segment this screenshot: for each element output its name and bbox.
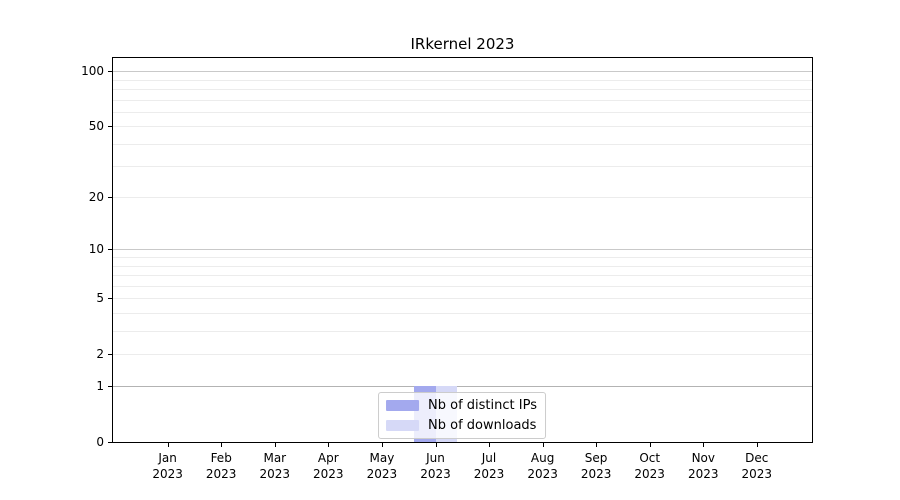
- x-tick-year: 2023: [580, 467, 612, 481]
- y-axis-tick: [108, 126, 112, 128]
- x-tick-label: Apr 2023: [300, 450, 356, 482]
- legend-label-downloads: Nb of downloads: [428, 418, 537, 433]
- x-tick-label: Oct 2023: [622, 450, 678, 482]
- x-tick-month: Sep: [584, 451, 608, 465]
- y-axis-tick: [108, 442, 112, 443]
- gridline-minor: [113, 312, 812, 314]
- x-tick-month: Aug: [530, 451, 555, 465]
- x-axis-tick: [649, 443, 651, 447]
- gridline-minor: [113, 79, 812, 81]
- y-tick-label: 5: [96, 291, 104, 305]
- x-axis-tick: [274, 443, 276, 447]
- x-axis-tick: [756, 443, 758, 447]
- gridline-minor: [113, 99, 812, 101]
- x-axis-tick: [328, 443, 330, 447]
- x-axis-tick: [221, 443, 223, 447]
- x-tick-year: 2023: [313, 467, 344, 481]
- y-tick-label: 20: [88, 190, 104, 205]
- x-axis-tick: [167, 443, 169, 447]
- x-tick-label: Jan 2023: [140, 450, 196, 482]
- x-tick-label: Dec 2023: [729, 450, 785, 482]
- gridline-minor: [113, 257, 812, 258]
- x-tick-label: Feb 2023: [193, 450, 249, 482]
- x-axis-tick: [542, 443, 544, 447]
- gridline-minor: [113, 353, 812, 355]
- chart-title: IRkernel 2023: [410, 35, 515, 53]
- x-tick-label: Mar 2023: [247, 450, 303, 482]
- gridline-major: [113, 249, 812, 251]
- plot-area: [112, 57, 813, 443]
- x-tick-month: Dec: [745, 451, 769, 465]
- y-tick-label: 100: [81, 64, 104, 79]
- x-tick-label: Jun 2023: [408, 450, 464, 482]
- y-tick-label: 2: [96, 346, 104, 361]
- legend-label-distinct-ips: Nb of distinct IPs: [428, 398, 537, 413]
- x-tick-month: Jul: [481, 451, 497, 465]
- x-tick-year: 2023: [420, 467, 451, 481]
- gridline-minor: [113, 143, 812, 145]
- gridline-minor: [113, 265, 812, 267]
- x-tick-month: Apr: [317, 451, 339, 465]
- x-tick-month: May: [369, 451, 395, 465]
- x-tick-label: Jul 2023: [461, 450, 517, 482]
- x-tick-label: Sep 2023: [568, 450, 624, 482]
- gridline-minor: [113, 166, 812, 168]
- gridline-minor: [113, 111, 812, 113]
- x-axis-tick: [596, 443, 598, 447]
- x-tick-label: Nov 2023: [675, 450, 731, 482]
- gridline-minor: [113, 330, 812, 332]
- x-tick-year: 2023: [741, 467, 773, 481]
- legend-swatch-distinct-ips-icon: [386, 400, 420, 411]
- y-axis-tick: [108, 249, 112, 251]
- gridline-major: [113, 386, 812, 388]
- legend-swatch-downloads-icon: [386, 420, 420, 431]
- x-tick-year: 2023: [366, 467, 398, 481]
- gridline-minor: [113, 298, 812, 299]
- y-axis-tick: [108, 353, 112, 355]
- y-axis-tick: [108, 71, 112, 73]
- x-tick-label: May 2023: [354, 450, 410, 482]
- legend-item-downloads: Nb of downloads: [386, 418, 537, 433]
- y-axis-tick: [108, 386, 112, 388]
- y-tick-label: 1: [96, 379, 104, 394]
- y-axis-tick: [108, 298, 112, 299]
- x-axis-tick: [703, 443, 705, 447]
- x-axis-tick: [381, 443, 383, 447]
- y-axis-tick: [108, 197, 112, 199]
- x-axis-tick: [435, 443, 437, 447]
- x-tick-month: Jan: [158, 451, 177, 465]
- x-axis-tick: [489, 443, 490, 447]
- x-tick-month: Nov: [691, 451, 715, 465]
- x-tick-year: 2023: [152, 467, 183, 481]
- gridline-minor: [113, 285, 812, 287]
- x-tick-month: Mar: [263, 451, 287, 465]
- y-tick-label: 50: [88, 119, 104, 134]
- x-tick-year: 2023: [527, 467, 558, 481]
- gridline-minor: [113, 197, 812, 199]
- x-tick-year: 2023: [473, 467, 505, 481]
- gridline-major: [113, 71, 812, 73]
- legend: Nb of distinct IPs Nb of downloads: [378, 392, 546, 439]
- y-tick-label: 10: [88, 242, 104, 257]
- gridline-minor: [113, 274, 812, 276]
- x-tick-label: Aug 2023: [515, 450, 571, 482]
- legend-item-distinct-ips: Nb of distinct IPs: [386, 398, 537, 413]
- x-tick-year: 2023: [259, 467, 291, 481]
- y-tick-label: 0: [96, 435, 104, 449]
- x-tick-month: Jun: [426, 451, 445, 465]
- gridline-minor: [113, 88, 812, 90]
- x-tick-year: 2023: [688, 467, 719, 481]
- x-tick-month: Feb: [210, 451, 232, 465]
- gridline-minor: [113, 126, 812, 128]
- x-tick-year: 2023: [205, 467, 237, 481]
- x-tick-year: 2023: [634, 467, 665, 481]
- x-tick-month: Oct: [639, 451, 661, 465]
